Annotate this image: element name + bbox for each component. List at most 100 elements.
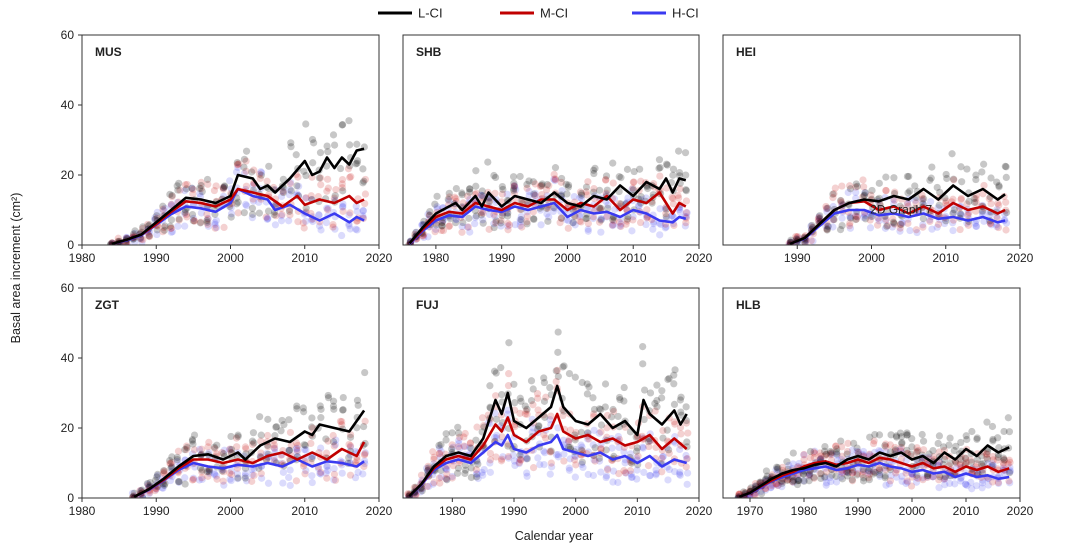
point-m-ci — [423, 482, 431, 491]
point-m-ci — [772, 480, 780, 488]
point-l-ci — [595, 186, 604, 194]
point-h-ci — [559, 436, 568, 444]
point-h-ci — [511, 183, 519, 191]
point-h-ci — [846, 212, 854, 220]
point-m-ci — [330, 442, 338, 450]
point-h-ci — [576, 212, 584, 221]
plot-area — [82, 35, 379, 245]
point-l-ci — [805, 477, 813, 485]
point-h-ci — [423, 464, 431, 472]
point-h-ci — [675, 470, 684, 478]
point-l-ci — [820, 447, 829, 455]
point-h-ci — [822, 481, 830, 489]
series-line-h-ci — [789, 208, 1006, 245]
point-h-ci — [515, 455, 524, 463]
point-m-ci — [307, 192, 315, 200]
point-h-ci — [822, 479, 831, 487]
point-l-ci — [307, 423, 316, 431]
point-h-ci — [466, 228, 474, 236]
x-tick-label: 1990 — [143, 504, 170, 518]
point-m-ci — [189, 475, 198, 483]
point-h-ci — [317, 444, 325, 452]
point-h-ci — [576, 194, 584, 202]
point-h-ci — [479, 216, 487, 224]
point-l-ci — [465, 188, 474, 196]
point-m-ci — [644, 462, 653, 470]
point-l-ci — [278, 416, 286, 425]
point-h-ci — [846, 213, 854, 222]
point-l-ci — [623, 215, 631, 223]
point-l-ci — [848, 476, 856, 484]
point-l-ci — [789, 477, 797, 486]
point-m-ci — [682, 214, 690, 222]
point-m-ci — [629, 216, 637, 224]
point-h-ci — [315, 211, 323, 219]
point-l-ci — [773, 465, 782, 473]
point-h-ci — [854, 448, 863, 456]
point-l-ci — [322, 435, 330, 443]
point-l-ci — [830, 215, 838, 224]
point-l-ci — [578, 378, 586, 387]
point-l-ci — [843, 472, 851, 480]
point-l-ci — [197, 181, 205, 190]
point-m-ci — [923, 473, 932, 481]
point-l-ci — [329, 397, 338, 405]
point-h-ci — [615, 443, 623, 452]
point-l-ci — [498, 212, 506, 220]
point-m-ci — [250, 166, 258, 174]
point-l-ci — [1002, 173, 1010, 182]
point-h-ci — [888, 223, 896, 231]
point-h-ci — [646, 471, 654, 480]
point-l-ci — [353, 159, 361, 167]
point-m-ci — [517, 456, 525, 464]
point-h-ci — [809, 237, 817, 245]
point-l-ci — [859, 477, 868, 485]
point-h-ci — [986, 211, 994, 219]
point-h-ci — [962, 480, 970, 489]
point-l-ci — [601, 403, 609, 411]
point-m-ci — [478, 414, 487, 422]
panel-annotation: 2D Graph 7 — [870, 203, 932, 217]
point-l-ci — [589, 188, 598, 196]
point-l-ci — [853, 471, 861, 479]
point-l-ci — [353, 140, 361, 148]
point-l-ci — [523, 180, 531, 189]
point-h-ci — [635, 202, 643, 210]
point-h-ci — [195, 476, 203, 484]
point-h-ci — [546, 470, 554, 478]
point-m-ci — [848, 469, 857, 477]
point-l-ci — [160, 226, 169, 234]
point-l-ci — [890, 174, 898, 182]
point-m-ci — [674, 191, 682, 200]
point-l-ci — [836, 225, 845, 234]
x-tick-label: 1990 — [501, 504, 528, 518]
point-m-ci — [772, 479, 780, 488]
point-m-ci — [219, 468, 228, 476]
point-m-ci — [272, 212, 280, 220]
point-h-ci — [603, 213, 611, 221]
point-h-ci — [536, 460, 544, 469]
point-m-ci — [876, 200, 884, 209]
point-h-ci — [173, 457, 181, 466]
point-l-ci — [936, 473, 944, 481]
point-l-ci — [353, 396, 362, 404]
point-l-ci — [564, 183, 572, 191]
point-m-ci — [815, 213, 823, 222]
point-h-ci — [861, 212, 869, 220]
point-h-ci — [838, 214, 846, 222]
point-l-ci — [577, 189, 586, 197]
point-l-ci — [597, 204, 605, 212]
point-m-ci — [294, 441, 302, 450]
point-m-ci — [778, 477, 786, 486]
point-l-ci — [438, 222, 446, 230]
point-m-ci — [486, 449, 495, 458]
point-h-ci — [906, 226, 914, 235]
point-m-ci — [448, 441, 456, 449]
point-l-ci — [906, 187, 914, 195]
point-h-ci — [578, 460, 586, 468]
point-l-ci — [139, 223, 147, 231]
point-m-ci — [302, 194, 310, 202]
point-l-ci — [188, 435, 197, 444]
point-l-ci — [957, 438, 965, 447]
